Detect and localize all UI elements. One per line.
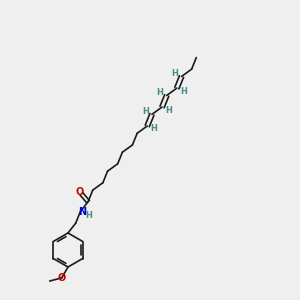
Text: H: H [157, 88, 164, 97]
Text: H: H [85, 211, 92, 220]
Text: H: H [151, 124, 158, 134]
Text: H: H [142, 107, 149, 116]
Text: H: H [171, 69, 178, 78]
Text: H: H [165, 106, 172, 115]
Text: O: O [58, 273, 66, 283]
Text: O: O [75, 187, 83, 196]
Text: N: N [78, 207, 86, 217]
Text: H: H [180, 87, 187, 96]
